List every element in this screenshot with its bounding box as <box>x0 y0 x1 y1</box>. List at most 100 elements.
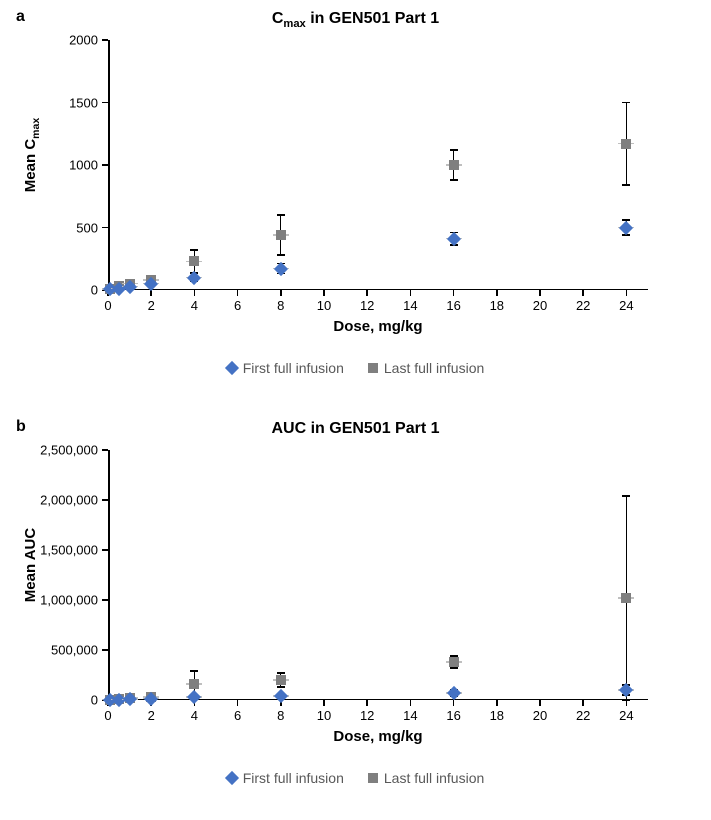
ytick <box>102 39 108 41</box>
x-axis-title-b: Dose, mg/kg <box>108 728 648 745</box>
xtick-label: 0 <box>104 298 111 313</box>
x-axis-title-a: Dose, mg/kg <box>108 318 648 335</box>
data-point-last <box>276 675 286 685</box>
xtick-label: 2 <box>148 708 155 723</box>
data-point-last <box>189 679 199 689</box>
xtick <box>582 700 584 706</box>
error-cap <box>277 686 285 687</box>
xtick-label: 20 <box>533 298 547 313</box>
error-cap <box>277 254 285 255</box>
xtick <box>582 290 584 296</box>
xtick-label: 12 <box>360 298 374 313</box>
xtick <box>539 700 541 706</box>
error-cap <box>190 670 198 671</box>
y-axis-title-b: Mean AUC <box>22 505 39 625</box>
xtick <box>280 290 282 296</box>
data-point-last <box>621 593 631 603</box>
ytick-label: 0 <box>28 693 98 708</box>
xtick-label: 0 <box>104 708 111 723</box>
xtick <box>237 700 239 706</box>
xtick <box>453 700 455 706</box>
xtick <box>366 700 368 706</box>
y-axis-b <box>108 450 110 700</box>
ytick <box>102 599 108 601</box>
chart-title-b: AUC in GEN501 Part 1 <box>0 420 711 438</box>
figure: aCmax in GEN501 Part 1050010001500200002… <box>0 0 711 820</box>
xtick-label: 24 <box>619 298 633 313</box>
data-point-last <box>276 230 286 240</box>
xtick-label: 22 <box>576 298 590 313</box>
data-point-first <box>449 234 459 244</box>
data-point-first <box>189 273 199 283</box>
error-cap <box>622 699 630 700</box>
xtick <box>366 290 368 296</box>
data-point-last <box>189 256 199 266</box>
diamond-icon <box>225 771 239 785</box>
xtick-label: 12 <box>360 708 374 723</box>
data-point-last <box>449 160 459 170</box>
ytick <box>102 102 108 104</box>
xtick <box>496 290 498 296</box>
ytick <box>102 164 108 166</box>
data-point-first <box>189 692 199 702</box>
xtick-label: 20 <box>533 708 547 723</box>
ytick <box>102 499 108 501</box>
legend-b: First full infusion Last full infusion <box>0 770 711 786</box>
xtick-label: 4 <box>191 708 198 723</box>
xtick-label: 4 <box>191 298 198 313</box>
ytick-label: 500,000 <box>28 643 98 658</box>
ytick <box>102 449 108 451</box>
legend-a: First full infusion Last full infusion <box>0 360 711 376</box>
xtick <box>323 700 325 706</box>
ytick-label: 2,500,000 <box>28 443 98 458</box>
xtick-label: 8 <box>277 708 284 723</box>
data-point-first <box>276 264 286 274</box>
xtick <box>237 290 239 296</box>
xtick <box>410 700 412 706</box>
xtick-label: 10 <box>317 298 331 313</box>
xtick-label: 18 <box>490 708 504 723</box>
xtick <box>539 290 541 296</box>
diamond-icon <box>225 361 239 375</box>
data-point-first <box>146 694 156 704</box>
panel-a: aCmax in GEN501 Part 1050010001500200002… <box>0 0 711 400</box>
xtick-label: 2 <box>148 298 155 313</box>
data-point-first <box>621 223 631 233</box>
xtick-label: 8 <box>277 298 284 313</box>
legend-item-first: First full infusion <box>227 360 344 376</box>
data-point-last <box>621 139 631 149</box>
xtick-label: 16 <box>446 298 460 313</box>
xtick-label: 6 <box>234 298 241 313</box>
legend-item-last: Last full infusion <box>368 360 484 376</box>
error-cap <box>450 149 458 150</box>
xtick-label: 6 <box>234 708 241 723</box>
error-cap <box>277 672 285 673</box>
legend-label: First full infusion <box>243 770 344 786</box>
data-point-first <box>125 694 135 704</box>
panel-b: bAUC in GEN501 Part 10500,0001,000,0001,… <box>0 410 711 810</box>
error-cap <box>622 102 630 103</box>
error-cap <box>622 184 630 185</box>
square-icon <box>368 773 378 783</box>
error-cap <box>277 214 285 215</box>
ytick <box>102 549 108 551</box>
x-axis-a <box>108 289 648 291</box>
data-point-first <box>125 282 135 292</box>
square-icon <box>368 363 378 373</box>
y-axis-a <box>108 40 110 290</box>
legend-label: Last full infusion <box>384 770 484 786</box>
data-point-last <box>449 657 459 667</box>
xtick <box>410 290 412 296</box>
legend-item-first: First full infusion <box>227 770 344 786</box>
ytick-label: 500 <box>28 220 98 235</box>
error-cap <box>450 667 458 668</box>
xtick <box>626 290 628 296</box>
xtick-label: 14 <box>403 298 417 313</box>
plot-area-b <box>108 450 648 700</box>
xtick <box>626 700 628 706</box>
error-cap <box>190 249 198 250</box>
ytick-label: 0 <box>28 283 98 298</box>
chart-title-a: Cmax in GEN501 Part 1 <box>0 10 711 30</box>
y-axis-title-a: Mean Cmax <box>22 95 42 215</box>
data-point-first <box>114 284 124 294</box>
